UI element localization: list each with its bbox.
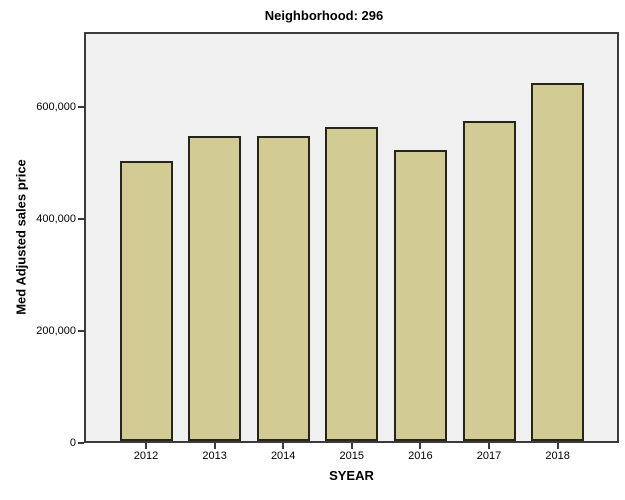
x-tick-2013 (213, 443, 216, 449)
y-tick-label-200,000: 200,000 (36, 325, 76, 337)
bar-2018 (531, 82, 585, 441)
x-tick-label-2018: 2018 (545, 450, 570, 462)
x-tick-2016 (419, 443, 422, 449)
bar-2016 (393, 149, 447, 441)
bar-2015 (325, 126, 379, 441)
x-tick-label-2015: 2015 (339, 450, 365, 462)
x-tick-label-2016: 2016 (408, 450, 433, 462)
x-tick-label-2012: 2012 (133, 450, 159, 462)
x-tick-label-2013: 2013 (202, 450, 227, 462)
y-tick-600,000 (78, 106, 84, 108)
y-tick-0 (78, 442, 84, 444)
bar-2013 (188, 135, 242, 441)
y-tick-400,000 (78, 218, 84, 220)
x-tick-2015 (350, 443, 353, 449)
plot-area (84, 32, 619, 443)
x-tick-2012 (145, 443, 147, 449)
chart-title: Neighborhood: 296 (264, 8, 384, 23)
bar-2014 (256, 135, 310, 441)
x-tick-label-2014: 2014 (270, 450, 296, 462)
bar-2017 (462, 120, 516, 441)
y-tick-label-0: 0 (69, 437, 76, 449)
x-tick-2014 (282, 443, 285, 449)
y-tick-200,000 (78, 330, 84, 332)
y-tick-label-600,000: 600,000 (36, 101, 76, 113)
x-axis-title: SYEAR (329, 468, 374, 483)
y-tick-label-400,000: 400,000 (36, 213, 76, 225)
x-tick-2017 (488, 443, 490, 449)
y-axis-title: Med Adjusted sales price (13, 159, 29, 315)
bar-2012 (119, 161, 173, 441)
x-tick-label-2017: 2017 (476, 450, 502, 462)
x-tick-2018 (556, 443, 559, 449)
